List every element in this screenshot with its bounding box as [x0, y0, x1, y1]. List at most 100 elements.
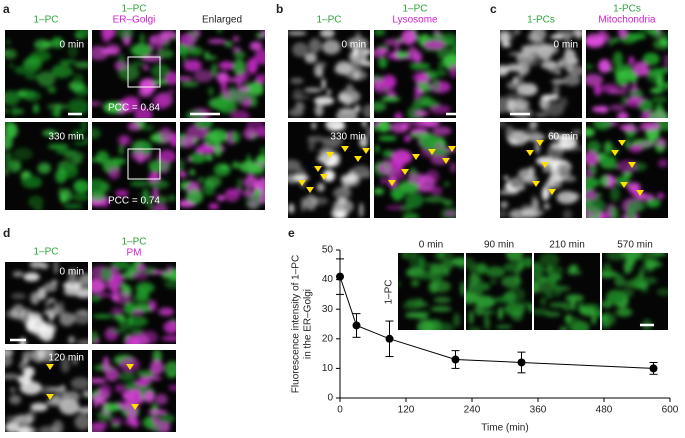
blob — [537, 277, 550, 282]
blob — [543, 102, 565, 117]
y-tick-label: 30 — [322, 304, 334, 315]
x-tick-label: 120 — [398, 405, 415, 416]
zoom-box — [127, 148, 161, 180]
blob — [586, 151, 599, 166]
blob — [547, 272, 558, 286]
blob — [29, 262, 44, 269]
blob — [103, 101, 124, 114]
blob — [453, 313, 461, 328]
pcc-label: PCC = 0.84 — [108, 103, 160, 114]
blob — [20, 308, 34, 325]
blob — [612, 37, 619, 43]
blob — [519, 301, 532, 308]
arrowhead — [636, 190, 644, 196]
blob — [193, 30, 201, 38]
blob — [255, 32, 265, 39]
blob — [23, 272, 40, 282]
blob — [505, 253, 524, 262]
blob — [567, 265, 578, 274]
arrowhead — [536, 140, 544, 146]
blob — [100, 267, 113, 282]
blob — [42, 353, 54, 363]
blob — [556, 30, 577, 37]
blob — [626, 182, 641, 192]
blob — [551, 134, 572, 140]
arrowhead — [388, 180, 396, 186]
blob — [5, 354, 13, 367]
blob — [611, 206, 619, 218]
blob — [561, 175, 577, 183]
blob — [216, 98, 237, 114]
blob — [647, 253, 668, 257]
blob — [37, 162, 51, 174]
blob — [535, 141, 540, 154]
blob — [219, 165, 230, 170]
time-label: 330 min — [330, 132, 366, 143]
signal — [288, 30, 370, 118]
blob — [432, 78, 440, 92]
blob — [390, 159, 404, 174]
blob — [570, 295, 576, 311]
blob — [28, 195, 44, 209]
blob — [71, 150, 78, 157]
y-tick-label: 10 — [322, 363, 334, 374]
blob — [382, 149, 395, 158]
blob — [433, 253, 454, 261]
blob — [525, 260, 531, 268]
data-point — [336, 272, 344, 281]
blob — [92, 101, 102, 106]
blob — [180, 170, 187, 179]
blob — [225, 188, 244, 196]
arrowhead — [326, 152, 334, 158]
blob — [143, 267, 157, 275]
blob — [220, 77, 227, 93]
blob — [74, 413, 88, 430]
blob — [130, 271, 149, 280]
blob — [108, 328, 127, 334]
blob — [43, 282, 58, 293]
blob — [321, 78, 326, 90]
time-label: 0 min — [554, 40, 578, 51]
blob — [136, 149, 145, 164]
blob — [127, 122, 141, 131]
column-title: Lysosome — [392, 15, 438, 26]
blob — [396, 37, 403, 42]
blob — [243, 176, 260, 189]
blob — [563, 49, 576, 65]
blob — [353, 70, 361, 80]
blob — [109, 157, 126, 165]
blob — [649, 109, 668, 118]
blob — [248, 164, 265, 175]
blob — [110, 417, 123, 426]
blob — [607, 89, 628, 95]
blob — [59, 59, 77, 65]
blob — [249, 41, 263, 51]
blob — [442, 199, 453, 206]
blob — [586, 63, 594, 70]
blob — [108, 167, 121, 180]
blob — [304, 52, 317, 64]
blob — [474, 282, 491, 292]
blob — [322, 169, 336, 182]
blob — [374, 101, 387, 112]
blob — [232, 46, 242, 53]
blob — [534, 112, 548, 117]
blob — [59, 312, 75, 327]
blob — [314, 61, 327, 68]
blob — [650, 88, 663, 94]
blob — [566, 316, 582, 330]
blob — [157, 149, 176, 164]
blob — [636, 193, 655, 201]
blob — [205, 55, 217, 60]
arrowhead — [341, 146, 349, 152]
blob — [214, 142, 222, 157]
blob — [149, 300, 157, 312]
blob — [657, 159, 668, 168]
blob — [288, 159, 302, 172]
blob — [642, 52, 660, 66]
blob — [345, 83, 354, 95]
blob — [343, 94, 353, 107]
blob — [13, 147, 33, 161]
blob — [254, 188, 263, 196]
blob — [92, 295, 102, 302]
